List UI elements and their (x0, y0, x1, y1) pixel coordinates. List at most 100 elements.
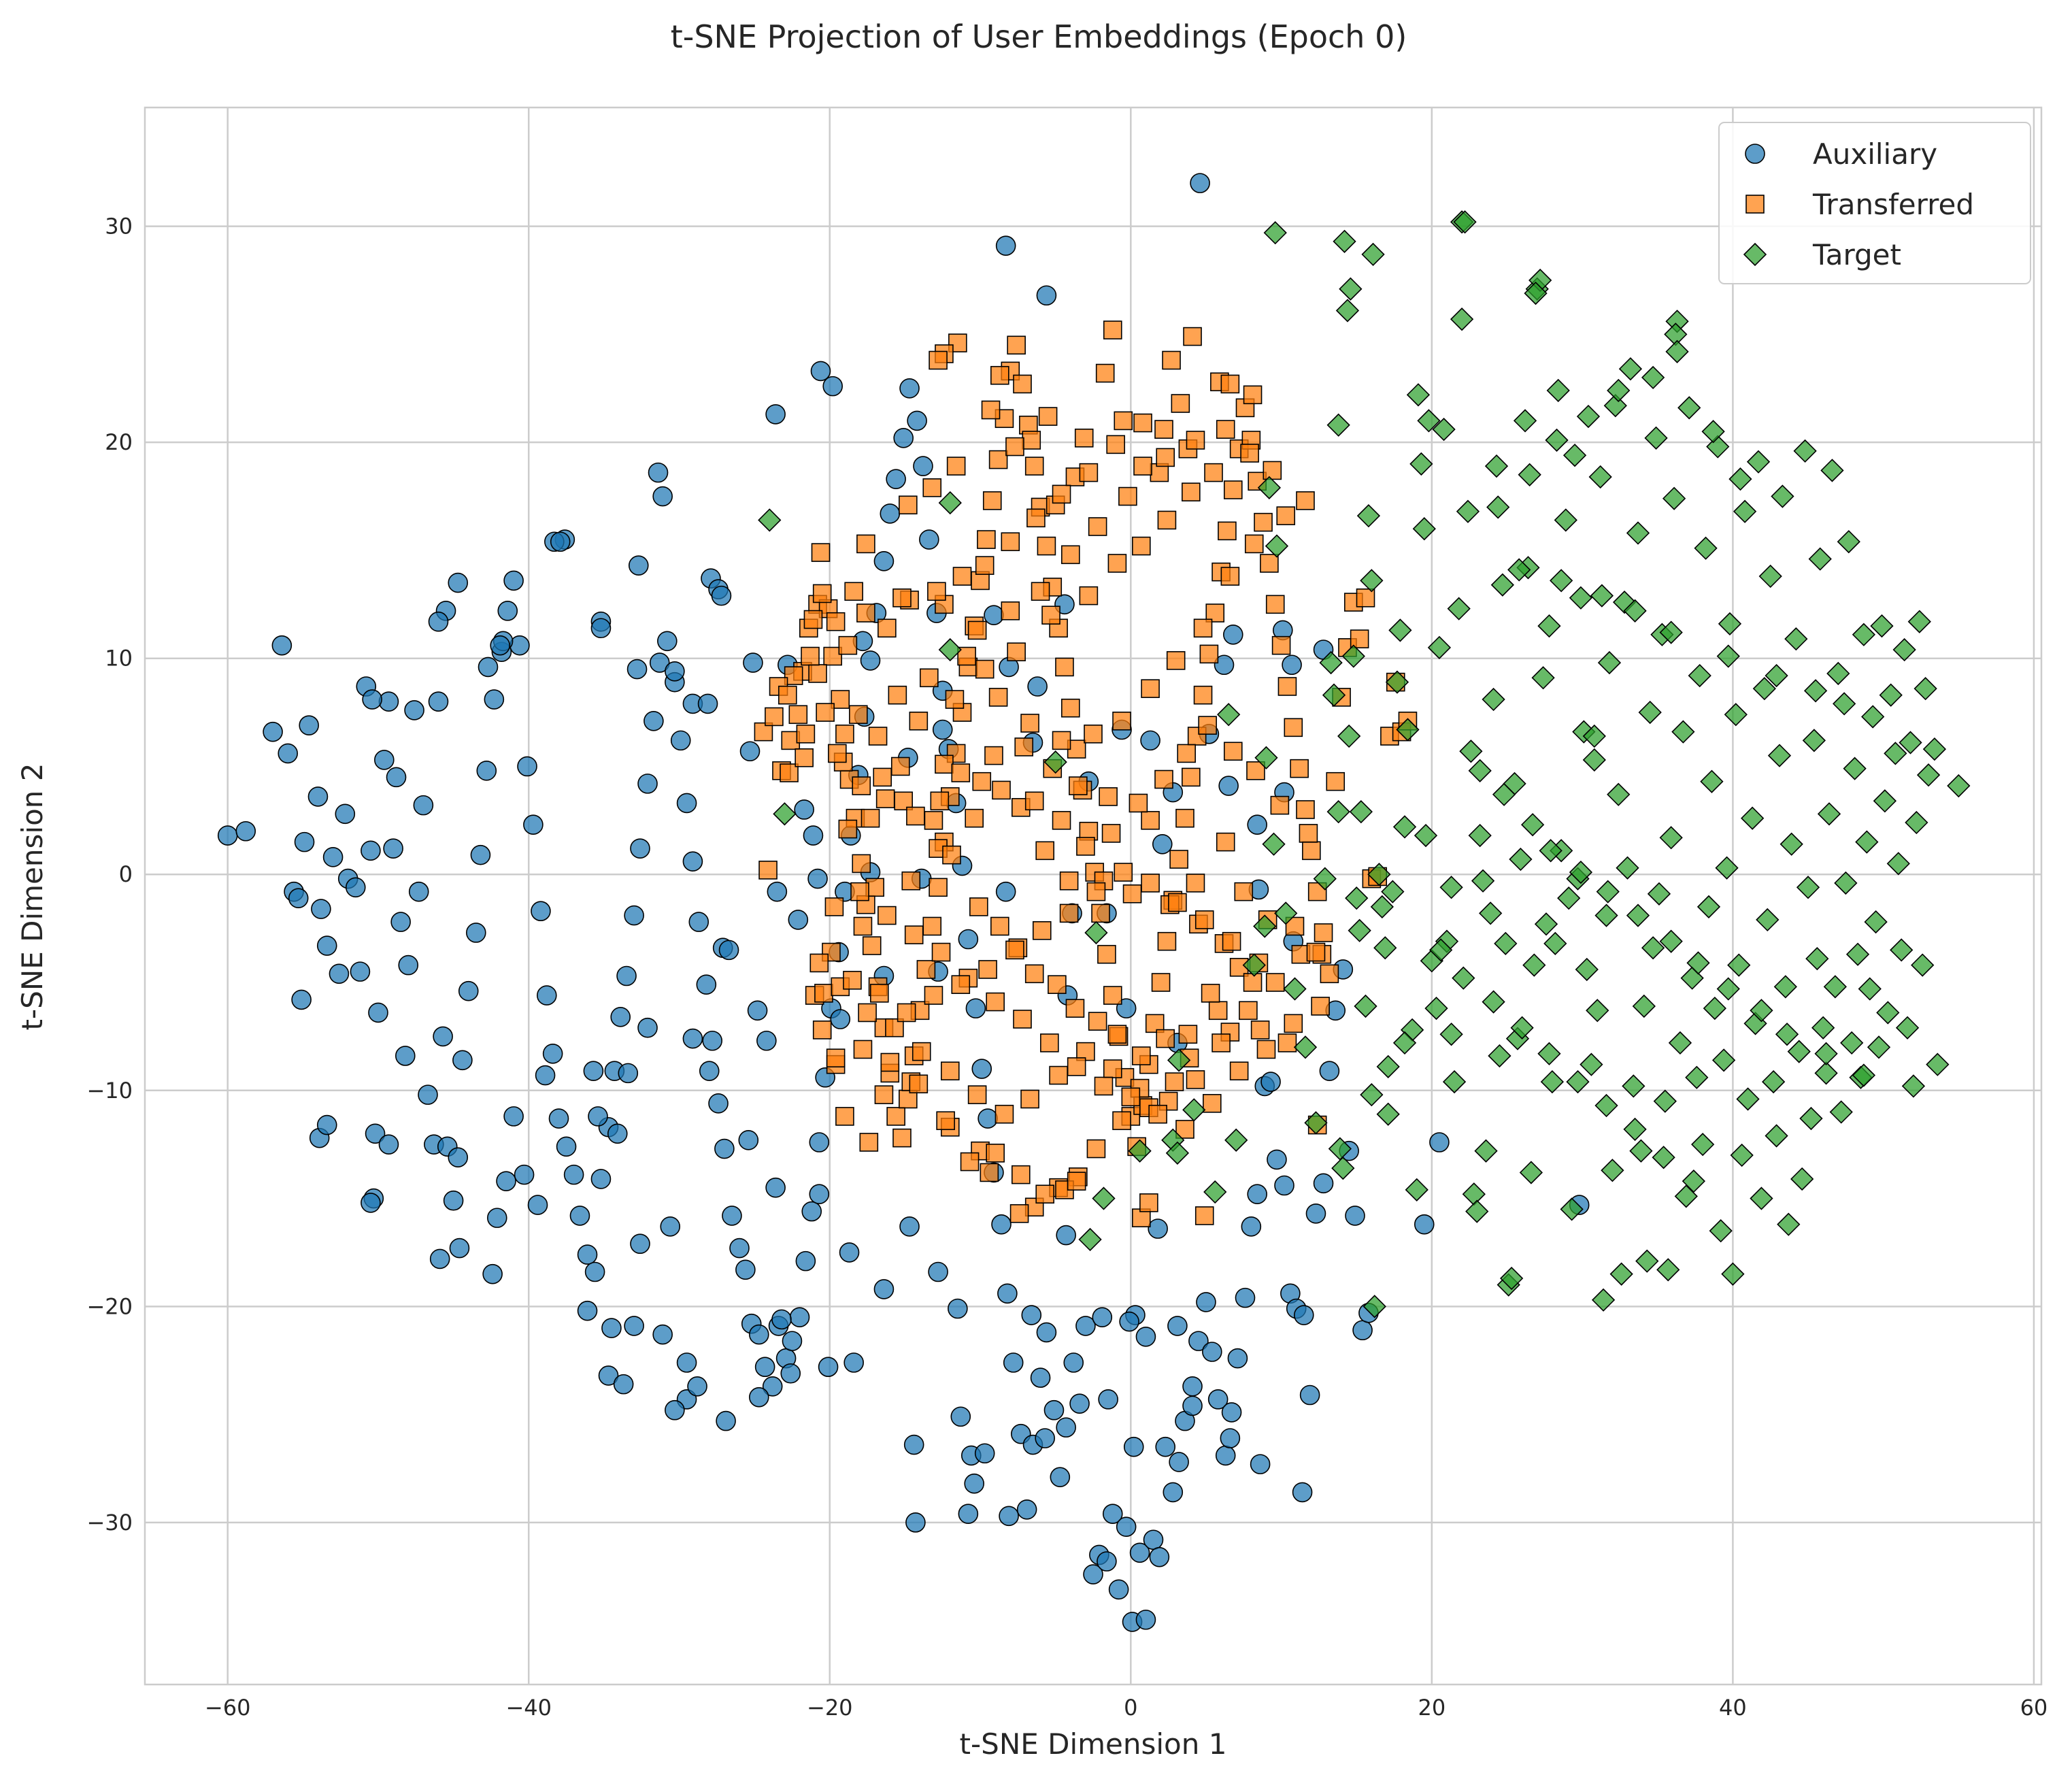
auxiliary-point (390, 912, 411, 932)
auxiliary-point (1021, 1305, 1042, 1325)
target-point (1671, 720, 1695, 744)
x-tick-label: 40 (1719, 1695, 1747, 1721)
auxiliary-point (362, 689, 382, 710)
y-tick-label: 20 (105, 429, 133, 455)
y-tick-label: 30 (105, 214, 133, 239)
auxiliary-point (687, 1376, 707, 1397)
auxiliary-point (809, 1132, 830, 1152)
y-tick-label: 0 (119, 861, 133, 887)
auxiliary-point (696, 974, 717, 995)
transferred-point (788, 705, 808, 725)
target-point (758, 508, 782, 532)
auxiliary-point (350, 961, 371, 982)
transferred-point (1107, 554, 1127, 573)
transferred-point (1133, 413, 1152, 433)
auxiliary-point (601, 1318, 622, 1338)
auxiliary-point (754, 1357, 775, 1378)
target-point (1468, 759, 1492, 782)
target-point (1787, 1040, 1811, 1063)
transferred-point (795, 748, 814, 767)
auxiliary-point (886, 469, 906, 489)
transferred-point (1182, 767, 1201, 787)
transferred-point (901, 871, 921, 891)
transferred-point (1074, 429, 1094, 448)
transferred-point (1052, 731, 1071, 750)
target-point (1566, 1069, 1590, 1094)
auxiliary-point (649, 652, 670, 673)
auxiliary-point (1227, 1348, 1248, 1369)
transferred-point (1026, 508, 1046, 528)
transferred-point (922, 916, 942, 936)
transferred-point (1069, 776, 1088, 795)
auxiliary-point (1414, 1214, 1435, 1235)
transferred-point (1037, 536, 1056, 556)
transferred-point (904, 925, 924, 944)
auxiliary-point (839, 1242, 860, 1263)
target-point (1326, 800, 1350, 824)
transferred-point (909, 711, 929, 731)
target-point (1773, 975, 1797, 999)
auxiliary-point (789, 1307, 810, 1327)
transferred-point (1314, 923, 1333, 942)
transferred-point (849, 705, 868, 725)
transferred-point (1203, 1094, 1222, 1113)
target-point (1084, 920, 1108, 945)
auxiliary-point (299, 715, 319, 735)
auxiliary-point (1030, 1367, 1051, 1388)
auxiliary-point (1152, 833, 1173, 854)
target-point (1339, 277, 1363, 301)
auxiliary-point (335, 803, 356, 825)
auxiliary-point (476, 761, 497, 781)
target-point (1597, 650, 1622, 675)
transferred-point (1114, 863, 1133, 882)
legend-label: Auxiliary (1813, 137, 1937, 171)
target-point (1385, 670, 1409, 694)
auxiliary-point (291, 989, 312, 1010)
target-point (1388, 618, 1412, 642)
transferred-point (1154, 420, 1173, 439)
target-point (1373, 936, 1397, 960)
transferred-point (988, 688, 1008, 707)
auxiliary-point (1260, 1072, 1281, 1092)
target-point (1453, 210, 1477, 234)
series-auxiliary (217, 173, 1590, 1632)
auxiliary-point (948, 1298, 968, 1319)
auxiliary-point (670, 730, 691, 751)
transferred-point (1035, 1184, 1054, 1204)
target-point (1779, 832, 1803, 856)
transferred-point (1032, 921, 1052, 940)
transferred-point (897, 1003, 916, 1023)
auxiliary-point (514, 1164, 535, 1185)
transferred-point (859, 1133, 879, 1152)
auxiliary-point (398, 955, 419, 976)
auxiliary-point (971, 1059, 992, 1079)
auxiliary-point (503, 570, 524, 591)
y-axis-label: t-SNE Dimension 2 (16, 763, 49, 1031)
transferred-point (1011, 1165, 1031, 1184)
target-point (1716, 977, 1740, 1001)
transferred-point (1220, 374, 1240, 394)
auxiliary-point (803, 825, 824, 846)
target-point (1293, 1035, 1318, 1059)
target-point (1560, 1197, 1584, 1221)
transferred-point (796, 725, 816, 744)
auxiliary-point (1016, 1499, 1037, 1520)
target-point (1450, 308, 1474, 331)
transferred-point (862, 936, 882, 955)
target-point (1442, 1069, 1467, 1094)
transferred-point (1194, 1206, 1214, 1225)
target-point (1632, 994, 1656, 1018)
target-point (1313, 867, 1337, 891)
target-point (1482, 687, 1505, 712)
target-point (1811, 1016, 1835, 1040)
transferred-point (1076, 837, 1095, 856)
y-tick-label: −30 (86, 1510, 133, 1536)
transferred-point (780, 763, 799, 782)
transferred-point (945, 690, 965, 709)
transferred-point (853, 916, 873, 936)
target-point (938, 637, 962, 662)
target-point (1262, 832, 1286, 856)
transferred-point (1022, 431, 1041, 450)
transferred-point (1052, 484, 1071, 504)
transferred-point (909, 1074, 929, 1094)
